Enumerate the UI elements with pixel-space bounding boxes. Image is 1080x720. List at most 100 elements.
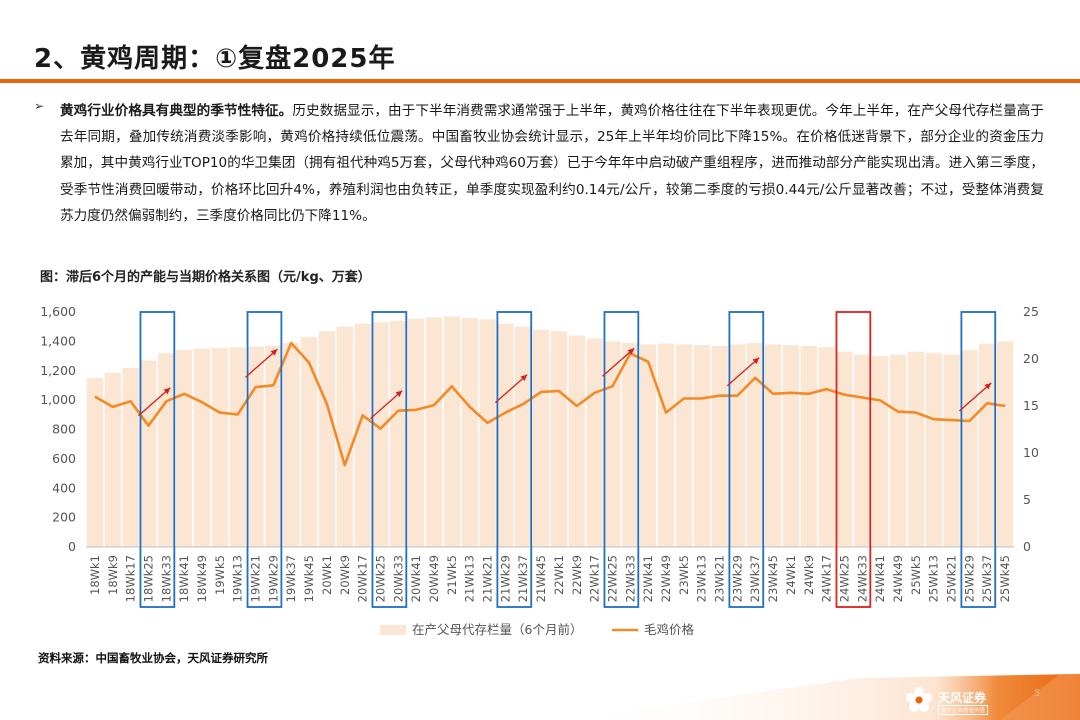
x-tick-label: 21Wk13 [463, 555, 477, 602]
capacity-bar [211, 347, 229, 547]
capacity-bar [907, 351, 925, 547]
capacity-bar [158, 353, 175, 547]
x-tick-label: 21Wk37 [516, 555, 530, 602]
capacity-bar [675, 344, 693, 547]
x-tick-label: 22Wk41 [641, 555, 655, 602]
x-tick-label: 23Wk13 [695, 555, 709, 602]
capacity-bar [943, 354, 960, 547]
uptrend-arrow-icon [245, 348, 278, 378]
uptrend-arrow-icon [494, 374, 528, 404]
capacity-bar [515, 326, 532, 547]
left-axis-tick-label: 400 [52, 480, 76, 495]
x-tick-label: 25Wk21 [945, 555, 959, 602]
x-tick-label: 25Wk37 [980, 555, 994, 602]
capacity-bar [925, 353, 942, 547]
x-tick-label: 18Wk25 [141, 555, 155, 602]
page-title: 2、黄鸡周期：①复盘2025年 [34, 44, 396, 74]
x-tick-label: 19Wk29 [266, 555, 280, 602]
capacity-bar [104, 372, 121, 547]
x-tick-label: 18Wk41 [177, 555, 191, 602]
blue-highlight-window [371, 311, 408, 608]
capacity-bar [747, 342, 764, 547]
page-number: 5 [1034, 688, 1041, 699]
x-tick-label: 22Wk9 [570, 555, 584, 595]
x-tick-label: 24Wk17 [820, 555, 834, 602]
left-axis-tick-label: 200 [52, 510, 76, 525]
capacity-bar [354, 323, 371, 547]
right-axis-tick-label: 15 [1023, 398, 1039, 413]
capacity-bar [443, 316, 461, 547]
capacity-bar [407, 318, 425, 547]
arrowhead-icon [163, 387, 171, 395]
right-axis-tick-label: 0 [1023, 539, 1031, 554]
capacity-bar [175, 350, 193, 547]
blue-highlight-window [603, 311, 640, 608]
capacity-bar [764, 344, 782, 547]
x-tick-label: 24Wk49 [891, 555, 905, 602]
left-axis-tick-label: 1,000 [40, 392, 76, 407]
capacity-bar [711, 345, 728, 547]
legend-swatch-capacity [380, 625, 406, 635]
uptrend-arrow-icon [370, 390, 403, 420]
uptrend-arrow-icon [726, 357, 760, 387]
x-tick-label: 22Wk49 [659, 555, 673, 602]
x-tick-label: 23Wk37 [748, 555, 762, 602]
right-axis-tick-label: 5 [1023, 492, 1031, 507]
x-tick-label: 25Wk5 [909, 555, 923, 595]
blue-highlight-window [728, 311, 765, 608]
x-tick-label: 21Wk29 [498, 555, 512, 602]
x-tick-label: 20Wk41 [409, 555, 423, 602]
bullet-paragraph: ➢ 黄鸡行业价格具有典型的季节性特征。历史数据显示，由于下半年消费需求通常强于上… [34, 98, 1044, 229]
capacity-bar [497, 323, 514, 547]
capacity-bar [729, 344, 746, 547]
capacity-bar [265, 345, 282, 547]
capacity-bar [568, 335, 585, 547]
blue-highlight-window [496, 311, 533, 608]
capacity-bar [550, 331, 568, 547]
capacity-bar [425, 317, 443, 547]
legend-label-price: 毛鸡价格 [644, 622, 695, 637]
x-tick-label: 24Wk1 [784, 555, 798, 595]
footer-band [560, 674, 1080, 720]
arrowhead-icon [984, 383, 992, 390]
arrow-bullet-icon: ➢ [34, 99, 45, 113]
price-line [94, 341, 1006, 467]
capacity-bar [532, 329, 550, 547]
capacity-bar [247, 346, 264, 547]
capacity-bar [586, 338, 603, 547]
flower-logo-icon [906, 687, 932, 712]
blue-highlight-window [246, 311, 283, 608]
x-tick-label: 20Wk49 [427, 555, 441, 602]
x-tick-label: 21Wk21 [481, 555, 495, 602]
capacity-bar [961, 350, 978, 547]
capacity-bar [300, 336, 318, 547]
capacity-bar [604, 341, 621, 547]
arrowhead-icon [520, 374, 528, 382]
company-logo: 天风证券 提升企业创造价值 [904, 683, 1014, 717]
x-tick-label: 22Wk33 [623, 555, 637, 602]
x-tick-label: 18Wk9 [106, 555, 120, 595]
x-tick-label: 22Wk25 [605, 555, 619, 602]
red-highlight-window [835, 311, 872, 608]
capacity-bar [871, 356, 889, 547]
left-axis-tick-label: 1,600 [40, 304, 76, 319]
x-tick-label: 20Wk1 [320, 555, 334, 595]
x-tick-label: 20Wk9 [338, 555, 352, 595]
x-tick-label: 19Wk5 [213, 555, 227, 595]
capacity-bar [283, 342, 300, 547]
left-axis-tick-label: 1,400 [40, 333, 76, 348]
capacity-bar [996, 341, 1014, 547]
capacity-bar [639, 344, 657, 547]
x-tick-label: 25Wk45 [998, 555, 1012, 602]
right-axis-tick-label: 10 [1023, 445, 1039, 460]
x-tick-label: 24Wk41 [873, 555, 887, 602]
x-tick-label: 22Wk17 [588, 555, 602, 602]
x-tick-label: 23Wk21 [713, 555, 727, 602]
logo-name: 天风证券 [938, 691, 987, 705]
arrowhead-icon [752, 357, 760, 365]
capacity-bar [854, 354, 871, 547]
x-tick-label: 20Wk17 [356, 555, 370, 602]
x-tick-label: 18Wk17 [124, 555, 138, 602]
x-tick-label: 19Wk45 [302, 555, 316, 602]
capacity-bar [622, 342, 639, 547]
